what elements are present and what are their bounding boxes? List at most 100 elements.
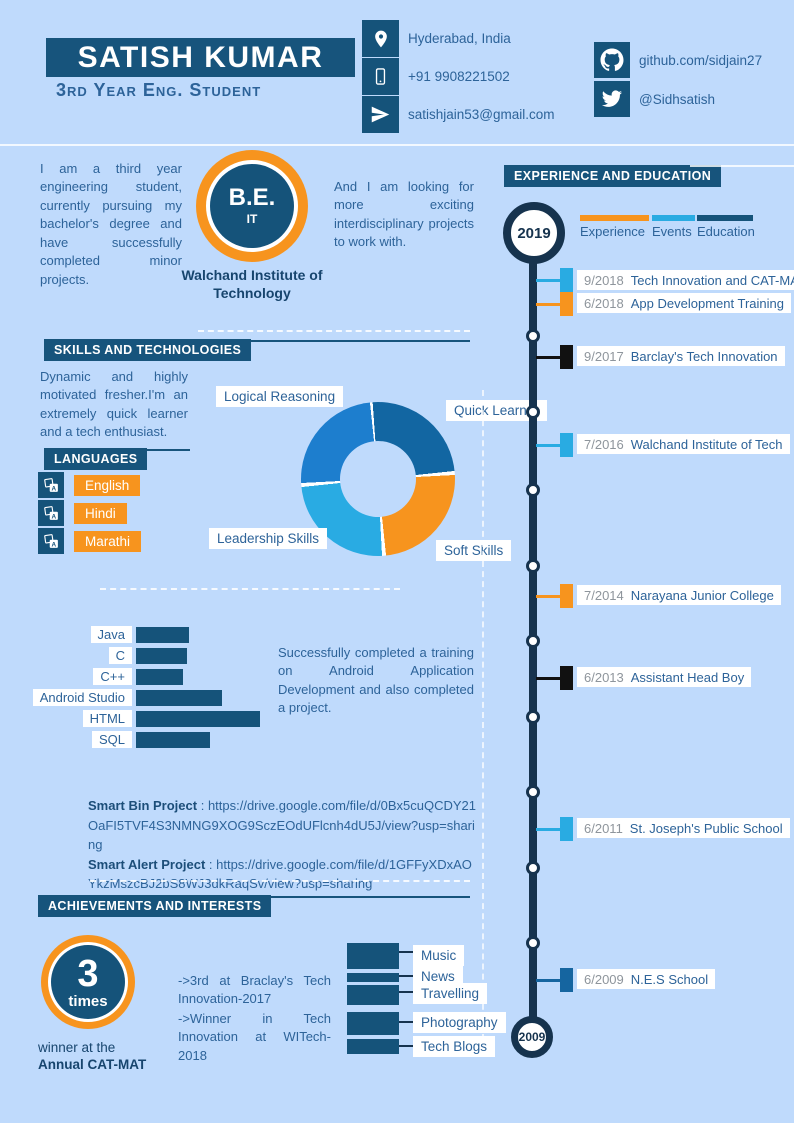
timeline-item: 9/2017 Barclay's Tech Innovation [577, 346, 785, 366]
social-twitter: @Sidhsatish [594, 81, 715, 117]
achievement-note: ->Winner in Tech Innovation at WITech-20… [178, 1011, 331, 1063]
svg-text:A: A [51, 541, 56, 548]
award-caption-line1: winner at the [38, 1040, 116, 1055]
tech-bar-row: SQL [0, 730, 211, 748]
timeline-item: 9/2018 Tech Innovation and CAT-MAT [577, 270, 794, 290]
legend-label-events: Events [652, 224, 692, 239]
language-row: A English [38, 472, 141, 498]
tech-bar-label: HTML [82, 709, 132, 727]
translate-icon: A [38, 528, 64, 554]
contact-email-text[interactable]: satishjain53@gmail.com [408, 107, 555, 122]
interest-label: Music [413, 945, 465, 966]
skills-intro: Dynamic and highly motivated fresher.I'm… [40, 369, 188, 440]
social-github: github.com/sidjain27 [594, 42, 762, 78]
donut-label-logical-reasoning: Logical Reasoning [216, 386, 344, 407]
translate-icon: A [38, 472, 64, 498]
institute-name: Walchand Institute of Technology [181, 267, 323, 302]
timeline-tick [560, 584, 573, 608]
legend-label-education: Education [697, 224, 755, 239]
tech-bar [136, 731, 211, 748]
timeline-item: 7/2014 Narayana Junior College [577, 585, 781, 605]
language-label: Marathi [74, 530, 142, 552]
github-icon [594, 42, 630, 78]
achievement-note: ->3rd at Braclay's Tech Innovation-2017 [178, 973, 331, 1007]
timeline-date: 9/2017 [584, 348, 624, 364]
timeline-title: Narayana Junior College [630, 587, 774, 603]
project-url[interactable]: https://drive.google.com/file/d/1GFFyXDx… [88, 856, 472, 892]
timeline-date: 6/2013 [584, 669, 624, 685]
timeline-node [526, 329, 540, 343]
timeline-node [526, 785, 540, 799]
contact-phone-text: +91 9908221502 [408, 69, 510, 84]
skills-section-title: SKILLS AND TECHNOLOGIES [44, 339, 252, 361]
timeline-node [526, 710, 540, 724]
timeline-title: Assistant Head Boy [630, 669, 745, 685]
interest-connector [399, 951, 413, 953]
tech-bar [136, 647, 187, 664]
timeline-date: 6/2011 [584, 820, 623, 836]
interest-block [347, 973, 399, 982]
timeline-title: Tech Innovation and CAT-MAT [630, 272, 794, 288]
social-github-text[interactable]: github.com/sidjain27 [639, 52, 763, 68]
timeline-connector [536, 828, 561, 831]
timeline-tick [560, 666, 573, 690]
project-url[interactable]: https://drive.google.com/file/d/0Bx5cuQC… [88, 798, 477, 852]
interest-block [347, 985, 399, 1005]
degree-branch-label: IT [246, 212, 258, 226]
timeline-connector [536, 279, 561, 282]
timeline-section-title: EXPERIENCE AND EDUCATION [504, 165, 722, 187]
award-caption-line2: Annual CAT-MAT [38, 1057, 147, 1072]
project-name: Smart Bin Project [88, 798, 198, 813]
tech-bar-row: HTML [0, 709, 260, 727]
interest-label: Tech Blogs [413, 1036, 496, 1057]
name-banner: SATISH KUMAR [46, 38, 355, 77]
svg-text:A: A [51, 485, 56, 492]
tech-bar-label: Java [90, 625, 132, 643]
timeline-node [526, 405, 540, 419]
paper-plane-icon [362, 96, 399, 133]
interest-connector [399, 1021, 413, 1023]
android-training-note: Successfully completed a training on And… [278, 645, 474, 716]
translate-icon: A [38, 500, 64, 526]
award-badge: 3 times [41, 935, 135, 1029]
legend-label-experience: Experience [580, 224, 646, 239]
timeline-date: 7/2016 [584, 436, 624, 452]
project-separator: : [197, 798, 208, 813]
location-pin-icon [362, 20, 399, 57]
contact-location-text: Hyderabad, India [408, 31, 511, 46]
about-right-paragraph: And I am looking for more exciting inter… [334, 179, 474, 250]
timeline-item: 6/2018 App Development Training [577, 293, 791, 313]
mobile-phone-icon [362, 58, 399, 95]
interest-label: News [413, 966, 463, 987]
projects-block: Smart Bin Project : https://drive.google… [88, 796, 478, 894]
social-twitter-text[interactable]: @Sidhsatish [639, 91, 715, 107]
interest-block [347, 1039, 399, 1054]
interest-connector [399, 1045, 413, 1047]
timeline-tick [560, 345, 573, 369]
legend-bar-experience [580, 215, 649, 221]
svg-text:A: A [51, 513, 56, 520]
skills-title-rule [222, 340, 470, 342]
dashed-divider [90, 880, 470, 882]
timeline-item: 7/2016 Walchand Institute of Tech [577, 434, 790, 454]
timeline-tick [560, 968, 573, 992]
languages-section-title: LANGUAGES [44, 448, 148, 470]
timeline-date: 6/2018 [584, 295, 624, 311]
tech-bar [136, 710, 260, 727]
timeline-start-year: 2019 [503, 202, 565, 264]
project-name: Smart Alert Project [88, 856, 206, 872]
tech-bar-row: Android Studio [0, 688, 222, 706]
about-left-paragraph: I am a third year engineering student, c… [40, 161, 182, 287]
timeline-tick [560, 817, 573, 841]
header-divider [0, 144, 794, 146]
person-name: SATISH KUMAR [77, 40, 324, 74]
interest-block [347, 943, 399, 969]
timeline-connector [536, 979, 561, 982]
donut-label-soft-skills: Soft Skills [436, 540, 512, 561]
timeline-title: App Development Training [630, 295, 784, 311]
achievements-title-rule [240, 896, 470, 898]
timeline-item: 6/2013 Assistant Head Boy [577, 667, 752, 687]
language-label: English [74, 474, 141, 496]
tech-bar-label: Android Studio [32, 688, 132, 706]
